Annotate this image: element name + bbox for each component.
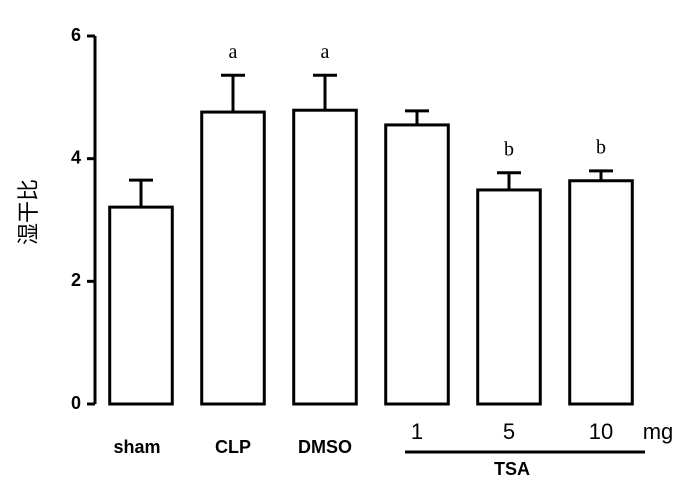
x-tick-label: 10 bbox=[589, 419, 613, 444]
bar bbox=[476, 188, 542, 406]
annotation: b bbox=[596, 137, 606, 159]
bar bbox=[292, 108, 358, 406]
y-tick-label: 2 bbox=[71, 270, 81, 290]
y-axis-label: 湿干比 bbox=[17, 179, 42, 245]
x-tick-label: 5 bbox=[503, 419, 515, 444]
x-tick-label: 1 bbox=[411, 419, 423, 444]
x-tick-label: CLP bbox=[215, 437, 251, 457]
y-tick-label: 0 bbox=[71, 393, 81, 413]
unit-label: mg bbox=[643, 419, 674, 444]
annotation: a bbox=[321, 41, 330, 63]
annotation: a bbox=[229, 41, 238, 63]
bar bbox=[384, 123, 450, 406]
bar bbox=[200, 110, 266, 406]
bar bbox=[108, 205, 174, 406]
group-label: TSA bbox=[494, 459, 530, 479]
bar bbox=[568, 179, 634, 406]
x-tick-label: DMSO bbox=[298, 437, 352, 457]
annotation: b bbox=[504, 138, 514, 160]
x-tick-label: sham bbox=[113, 437, 160, 457]
y-tick-label: 6 bbox=[71, 25, 81, 45]
y-tick-label: 4 bbox=[71, 147, 81, 167]
